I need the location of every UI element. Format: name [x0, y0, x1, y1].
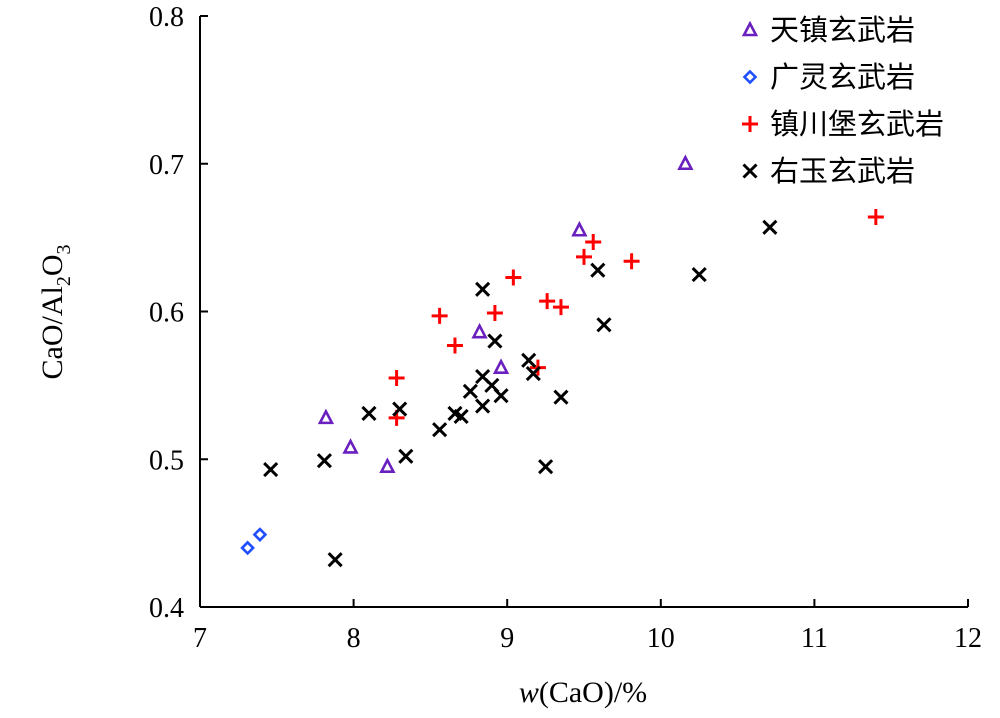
y-axis-label: CaO/Al2O3	[36, 245, 75, 380]
data-point	[553, 389, 569, 405]
y-tick-label: 0.5	[149, 445, 184, 476]
data-point	[486, 304, 503, 321]
data-point	[521, 352, 537, 368]
data-point	[240, 540, 255, 556]
y-tick-label: 0.4	[149, 593, 184, 624]
x-tick-label: 9	[500, 623, 514, 654]
legend-marker	[742, 116, 758, 132]
data-point	[525, 365, 541, 382]
y-tick-label: 0.7	[149, 150, 184, 181]
y-tick-label: 0.8	[149, 2, 184, 33]
data-point	[487, 333, 503, 349]
series-2	[240, 527, 268, 556]
axes: 7 8 9 10 11 12 0.4 0.5 0.6 0.7 0.8	[149, 2, 982, 654]
data-point	[327, 552, 343, 568]
legend-marker	[742, 69, 758, 85]
x-tick-label: 8	[347, 623, 361, 654]
data-point	[388, 369, 405, 386]
legend-label: 天镇玄武岩	[770, 13, 915, 47]
legend-label: 广灵玄武岩	[770, 60, 915, 94]
data-point	[431, 307, 448, 324]
data-point	[691, 267, 707, 283]
data-point	[432, 422, 448, 438]
data-point	[576, 248, 592, 265]
data-point	[392, 401, 408, 417]
data-point	[571, 220, 588, 237]
data-point	[252, 527, 268, 542]
legend-label: 右玉玄武岩	[770, 154, 915, 188]
series-1	[317, 154, 694, 473]
y-axis-label-sub1: 2	[53, 276, 75, 286]
data-point	[623, 253, 640, 270]
data-point	[379, 457, 396, 473]
data-markers	[240, 154, 884, 568]
data-point	[398, 448, 414, 464]
x-axis-label: w(CaO)/%	[519, 676, 647, 709]
legend-item: 右玉玄武岩	[742, 154, 915, 188]
data-point	[538, 459, 554, 475]
data-point	[453, 408, 469, 424]
y-axis-label-mid: O	[36, 255, 69, 277]
data-point	[539, 293, 556, 310]
x-tick-label: 7	[193, 623, 207, 654]
x-tick-label: 10	[647, 623, 675, 654]
data-point	[342, 438, 359, 454]
data-point	[505, 269, 522, 286]
data-point	[475, 281, 491, 297]
data-point	[590, 262, 606, 278]
data-point	[867, 208, 884, 225]
data-point	[462, 383, 478, 399]
series-3	[388, 208, 884, 426]
legend-marker	[742, 163, 758, 179]
data-point	[361, 405, 377, 422]
data-point	[446, 337, 463, 354]
data-point	[762, 219, 778, 235]
data-point	[585, 234, 602, 251]
x-tick-label: 11	[801, 623, 828, 654]
legend-item: 镇川堡玄武岩	[742, 107, 944, 141]
y-tick-label: 0.6	[149, 298, 184, 329]
legend-marker	[741, 20, 759, 37]
data-point	[471, 322, 488, 339]
data-point	[492, 358, 510, 374]
data-point	[263, 462, 279, 478]
y-axis-label-sub2: 3	[53, 245, 75, 255]
series-4	[263, 219, 778, 568]
data-point	[677, 154, 694, 171]
data-point	[475, 398, 491, 414]
data-point	[317, 408, 335, 425]
legend-item: 天镇玄武岩	[741, 13, 915, 47]
data-point	[596, 317, 612, 333]
legend-item: 广灵玄武岩	[742, 60, 915, 94]
data-point	[316, 453, 332, 469]
x-tick-label: 12	[954, 623, 982, 654]
data-point	[552, 299, 569, 316]
data-point	[493, 388, 509, 404]
legend-label: 镇川堡玄武岩	[770, 107, 944, 141]
